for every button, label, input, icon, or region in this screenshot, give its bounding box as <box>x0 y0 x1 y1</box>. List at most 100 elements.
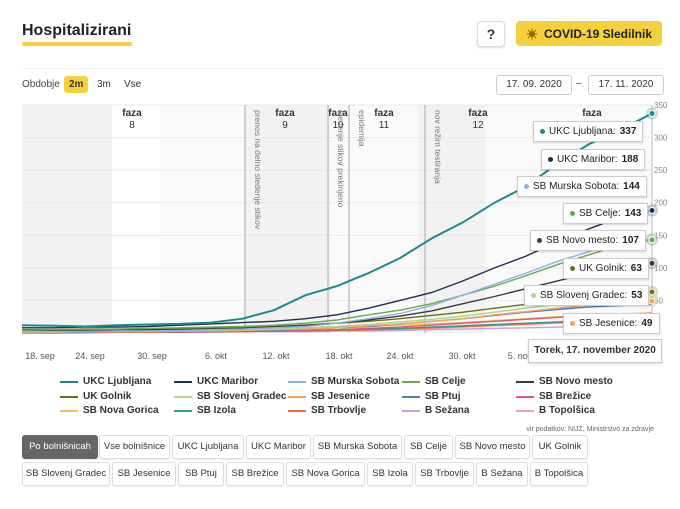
y-tick-label: 300 <box>654 134 668 143</box>
filter-button[interactable]: SB Nova Gorica <box>286 462 365 486</box>
event-label: prenos na delno sledenje stikov <box>253 110 263 230</box>
series-line <box>21 112 653 328</box>
y-tick-label: 100 <box>654 264 668 273</box>
tracker-label: COVID-19 Sledilnik <box>543 26 653 41</box>
filter-button[interactable]: SB Izola <box>367 462 413 486</box>
legend-label: SB Jesenice <box>311 391 370 402</box>
legend-item[interactable]: SB Nova Gorica <box>60 405 159 416</box>
legend-item[interactable]: UK Golnik <box>60 391 131 402</box>
legend-label: SB Slovenj Gradec <box>197 391 287 402</box>
filter-button[interactable]: Vse bolnišnice <box>99 435 170 459</box>
tooltip-value: 188 <box>621 154 639 165</box>
legend-label: SB Brežice <box>539 391 592 402</box>
y-tick-label: 350 <box>654 101 668 110</box>
end-marker <box>648 259 656 267</box>
phase-label: faza <box>328 108 348 119</box>
legend-item[interactable]: UKC Maribor <box>174 376 258 387</box>
filter-button[interactable]: Po bolnišnicah <box>22 435 98 459</box>
series-color-dot <box>537 238 542 243</box>
legend-item[interactable]: SB Novo mesto <box>516 376 613 387</box>
legend-item[interactable]: SB Slovenj Gradec <box>174 391 286 402</box>
tooltip-value: 63 <box>630 263 642 274</box>
filter-button[interactable]: SB Jesenice <box>112 462 176 486</box>
period-2m-button[interactable]: 2m <box>64 76 89 93</box>
help-button[interactable]: ? <box>477 21 505 47</box>
legend-swatch <box>60 380 78 383</box>
legend-item[interactable]: B Topolšica <box>516 405 595 416</box>
tooltip-value: 143 <box>624 208 642 219</box>
period-label: Obdobje <box>22 79 60 90</box>
period-all-button[interactable]: Vse <box>124 79 142 90</box>
y-tick-label: 200 <box>654 199 668 208</box>
filter-button[interactable]: UK Golnik <box>532 435 588 459</box>
y-tick-label: 150 <box>654 231 668 240</box>
legend-item[interactable]: SB Murska Sobota <box>288 376 399 387</box>
filter-button[interactable]: SB Slovenj Gradec <box>22 462 110 486</box>
phase-number: 10 <box>332 120 344 131</box>
tooltip-series-name: SB Jesenice: <box>579 318 638 329</box>
legend-label: B Sežana <box>425 405 470 416</box>
filter-button[interactable]: UKC Ljubljana <box>172 435 244 459</box>
tooltip-value: 144 <box>623 181 640 192</box>
legend-item[interactable]: SB Trbovlje <box>288 405 366 416</box>
legend-item[interactable]: B Sežana <box>402 405 469 416</box>
legend-item[interactable]: SB Celje <box>402 376 466 387</box>
legend-swatch <box>516 395 534 398</box>
tooltip-value: 337 <box>619 126 637 137</box>
date-to-input[interactable]: 17. 11. 2020 <box>588 75 664 95</box>
legend-label: SB Izola <box>197 405 236 416</box>
y-tick-label: 250 <box>654 166 668 175</box>
series-color-dot <box>570 266 575 271</box>
event-label: epidemija <box>357 110 367 147</box>
series-line <box>21 239 653 332</box>
filter-button[interactable]: SB Brežice <box>226 462 284 486</box>
tooltip-series-name: SB Celje: <box>579 208 621 219</box>
series-tooltip: SB Jesenice: 49 <box>563 313 660 334</box>
tooltip-value: 107 <box>622 235 639 246</box>
title-underline <box>22 42 132 46</box>
legend-label: SB Novo mesto <box>539 376 613 387</box>
filter-button[interactable]: B Sežana <box>476 462 528 486</box>
end-marker <box>648 207 656 215</box>
legend-swatch <box>174 380 192 383</box>
tooltip-value: 53 <box>631 290 643 301</box>
legend-label: SB Trbovlje <box>311 405 367 416</box>
series-color-dot <box>570 321 575 326</box>
x-tick-label: 24. okt <box>386 351 414 361</box>
legend-swatch <box>288 409 306 412</box>
tooltip-series-name: SB Murska Sobota: <box>533 181 620 192</box>
filter-button[interactable]: SB Ptuj <box>178 462 224 486</box>
tooltip-series-name: SB Slovenj Gradec: <box>540 290 628 301</box>
end-marker <box>648 109 656 117</box>
series-color-dot <box>531 293 536 298</box>
date-from-input[interactable]: 17. 09. 2020 <box>496 75 572 95</box>
filter-button[interactable]: SB Celje <box>404 435 453 459</box>
legend-swatch <box>402 380 420 383</box>
filter-button[interactable]: SB Murska Sobota <box>313 435 402 459</box>
filter-button[interactable]: UKC Maribor <box>246 435 311 459</box>
legend-swatch <box>402 395 420 398</box>
series-tooltip: UKC Maribor: 188 <box>541 149 646 170</box>
end-marker <box>648 297 656 305</box>
phase-number: 8 <box>129 120 135 131</box>
phase-label: faza <box>122 108 142 119</box>
x-tick-label: 12. okt <box>262 351 290 361</box>
series-tooltip: SB Slovenj Gradec: 53 <box>524 285 650 306</box>
event-label: sledenje stikov prekinjeno <box>336 110 346 208</box>
period-3m-button[interactable]: 3m <box>97 79 111 90</box>
phase-number: 9 <box>282 120 288 131</box>
filter-button[interactable]: B Topolšica <box>530 462 588 486</box>
covid-tracker-button[interactable]: COVID-19 Sledilnik <box>516 21 662 46</box>
series-tooltip: SB Novo mesto: 107 <box>530 230 646 251</box>
legend-item[interactable]: UKC Ljubljana <box>60 376 151 387</box>
filter-button[interactable]: SB Trbovlje <box>415 462 474 486</box>
virus-icon <box>526 28 538 40</box>
legend-item[interactable]: SB Izola <box>174 405 236 416</box>
legend-item[interactable]: SB Brežice <box>516 391 591 402</box>
legend-label: B Topolšica <box>539 405 595 416</box>
legend-label: SB Ptuj <box>425 391 461 402</box>
legend-item[interactable]: SB Ptuj <box>402 391 461 402</box>
filter-button[interactable]: SB Novo mesto <box>455 435 530 459</box>
end-marker <box>648 236 656 244</box>
legend-item[interactable]: SB Jesenice <box>288 391 370 402</box>
